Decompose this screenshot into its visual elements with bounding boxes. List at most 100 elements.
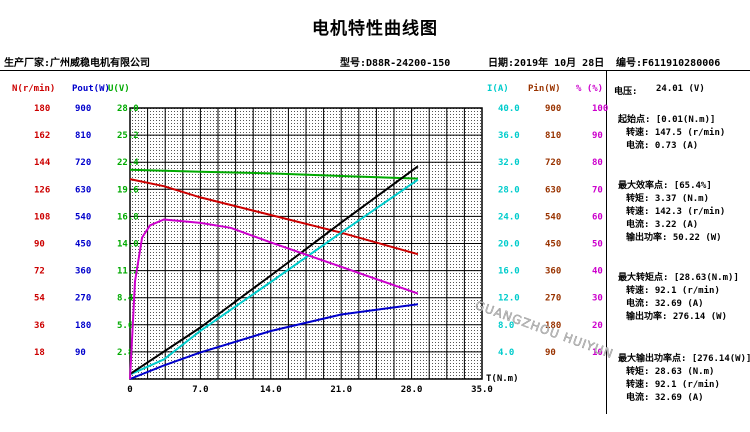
max-power-line: 转矩: 28.63 (N.m) [626, 367, 715, 377]
max-eff-line: 转速: 142.3 (r/min) [626, 207, 726, 217]
max-torque-line: 转速: 92.1 (r/min) [626, 286, 720, 296]
tick-label-voltage: 14.0 [117, 240, 139, 250]
x-tick-label: 28.0 [401, 385, 423, 395]
tick-label-eff: 30 [592, 294, 603, 304]
max-eff-line: 输出功率: 50.22 (W) [626, 233, 722, 243]
tick-label-current: 32.0 [498, 158, 520, 168]
speed-line [129, 178, 419, 256]
tick-label-eff: 100 [592, 104, 608, 114]
max-torque-line: 输出功率: 276.14 (W) [626, 312, 728, 322]
max-eff-line: 电流: 3.22 (A) [626, 220, 699, 230]
tick-label-speed: 162 [34, 131, 50, 141]
tick-label-current: 16.0 [498, 267, 520, 277]
tick-label-eff: 20 [592, 321, 603, 331]
tick-label-pin: 450 [545, 240, 561, 250]
tick-label-power: 360 [75, 267, 91, 277]
max-power-line: 转速: 92.1 (r/min) [626, 380, 720, 390]
x-tick-label: 21.0 [330, 385, 352, 395]
tick-label-current: 20.0 [498, 240, 520, 250]
model-label: 型号:D88R-24200-150 [340, 58, 451, 69]
tick-label-power: 180 [75, 321, 91, 331]
tick-label-power: 630 [75, 185, 91, 195]
tick-label-pin: 90 [545, 348, 556, 358]
tick-label-voltage: 5.6 [117, 321, 133, 331]
tick-label-pin: 720 [545, 158, 561, 168]
page-title: 电机特性曲线图 [312, 19, 438, 39]
tick-label-eff: 50 [592, 240, 603, 250]
tick-label-current: 36.0 [498, 131, 520, 141]
tick-label-speed: 72 [34, 267, 45, 277]
tick-label-voltage: 25.2 [117, 131, 139, 141]
tick-label-voltage: 19.6 [117, 185, 139, 195]
voltage-label: 电压: [614, 87, 638, 97]
tick-label-power: 720 [75, 158, 91, 168]
x-axis-title: T(N.m) [486, 374, 519, 384]
tick-label-speed: 90 [34, 240, 45, 250]
tick-label-pin: 810 [545, 131, 561, 141]
max-eff-title: 最大效率点: [65.4%] [618, 181, 712, 191]
max-power-line: 电流: 32.69 (A) [626, 393, 704, 403]
tick-label-eff: 90 [592, 131, 603, 141]
max-torque-title: 最大转矩点: [28.63(N.m)] [618, 273, 739, 283]
tick-label-speed: 180 [34, 104, 50, 114]
tick-label-speed: 18 [34, 348, 45, 358]
tick-label-current: 28.0 [498, 185, 520, 195]
tick-label-power: 900 [75, 104, 91, 114]
tick-label-current: 4.0 [498, 348, 514, 358]
panel-divider [606, 70, 607, 414]
tick-label-eff: 10 [592, 348, 603, 358]
tick-label-speed: 108 [34, 212, 50, 222]
tick-label-voltage: 22.4 [117, 158, 139, 168]
tick-label-voltage: 11.2 [117, 267, 139, 277]
tick-label-current: 8.0 [498, 321, 514, 331]
tick-label-power: 450 [75, 240, 91, 250]
voltage-value: 24.01 (V) [656, 84, 705, 94]
tick-label-pin: 270 [545, 294, 561, 304]
tick-label-current: 40.0 [498, 104, 520, 114]
axis-title-pin: Pin(W) [528, 83, 561, 94]
efficiency-line [129, 218, 419, 380]
tick-label-voltage: 2.8 [117, 348, 133, 358]
tick-label-eff: 40 [592, 267, 603, 277]
tick-label-eff: 60 [592, 212, 603, 222]
max-torque-line: 电流: 32.69 (A) [626, 299, 704, 309]
power-line [129, 303, 419, 380]
tick-label-pin: 630 [545, 185, 561, 195]
start-point-line: 转速: 147.5 (r/min) [626, 128, 726, 138]
tick-label-eff: 70 [592, 185, 603, 195]
x-tick-label: 0 [127, 385, 132, 395]
voltage-line [129, 168, 418, 180]
tick-label-power: 540 [75, 212, 91, 222]
header-divider [0, 70, 750, 71]
x-tick-label: 35.0 [471, 385, 493, 395]
axis-title-speed: N(r/min) [12, 83, 55, 94]
tick-label-speed: 144 [34, 158, 51, 168]
tick-label-pin: 540 [545, 212, 561, 222]
axis-title-eff: % (%) [576, 84, 603, 94]
tick-label-speed: 36 [34, 321, 45, 331]
tick-label-voltage: 28.0 [117, 104, 139, 114]
x-tick-label: 14.0 [260, 385, 282, 395]
axis-title-power: Pout(W) [72, 84, 110, 94]
tick-label-voltage: 8.4 [117, 294, 134, 304]
plot-border [129, 107, 483, 380]
tick-label-power: 270 [75, 294, 91, 304]
max-power-title: 最大输出功率点: [276.14(W)] [618, 354, 750, 364]
maker-label: 生产厂家:广州威稳电机有限公司 [4, 58, 151, 69]
start-point-title: 起始点: [0.01(N.m)] [618, 115, 716, 125]
date-label: 日期:2019年 10月 28日 [488, 58, 605, 69]
tick-label-speed: 126 [34, 185, 50, 195]
start-point-line: 电流: 0.73 (A) [626, 141, 699, 151]
x-tick-label: 7.0 [192, 385, 208, 395]
tick-label-pin: 180 [545, 321, 561, 331]
max-eff-line: 转矩: 3.37 (N.m) [626, 194, 710, 204]
axis-title-voltage: U(V) [108, 84, 130, 94]
tick-label-power: 90 [75, 348, 86, 358]
tick-label-pin: 360 [545, 267, 561, 277]
tick-label-power: 810 [75, 131, 91, 141]
tick-label-speed: 54 [34, 294, 45, 304]
tick-label-voltage: 16.8 [117, 212, 139, 222]
pin-line [129, 165, 419, 375]
tick-label-pin: 900 [545, 104, 561, 114]
